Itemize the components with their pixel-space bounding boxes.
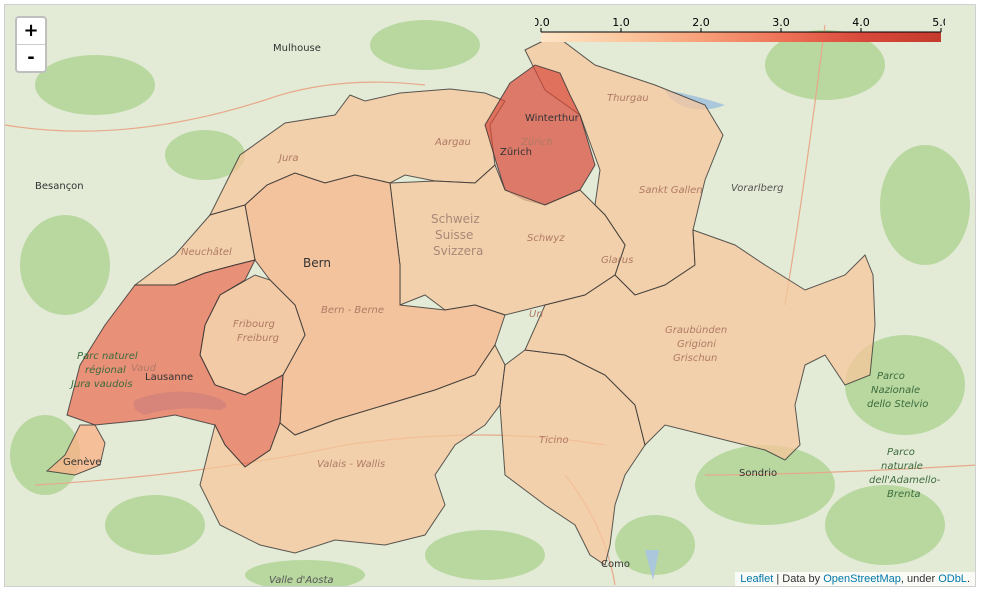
attribution-under: , under — [900, 573, 939, 585]
legend-tick-label: 2.0 — [692, 16, 710, 29]
label-zurich-region: Zürich — [520, 137, 553, 148]
odbl-link[interactable]: ODbL — [938, 573, 967, 585]
label-schweiz-1: Schweiz — [431, 212, 480, 226]
label-adamello-1: Parco — [887, 447, 915, 458]
region-labels: Thurgau Aargau Jura Neuchâtel Fribourg F… — [69, 93, 783, 586]
legend-ticks: 0.0 1.0 2.0 3.0 4.0 5.0 — [535, 16, 945, 32]
zoom-in-button[interactable]: + — [23, 20, 39, 41]
basemap[interactable]: Mulhouse Besançon Bern Lausanne Genève W… — [5, 5, 976, 587]
label-valais: Valais - Wallis — [317, 459, 385, 470]
legend-tick-label: 1.0 — [612, 16, 630, 29]
openstreetmap-link[interactable]: OpenStreetMap — [823, 573, 901, 585]
label-vaud: Vaud — [131, 363, 157, 374]
leaflet-link[interactable]: Leaflet — [740, 573, 774, 585]
city-labels: Mulhouse Besançon Bern Lausanne Genève W… — [35, 43, 777, 570]
label-stelvio-1: Parco — [877, 371, 905, 382]
label-ticino: Ticino — [539, 435, 569, 446]
label-besancon: Besançon — [35, 181, 84, 192]
label-graubunden-2: Grigioni — [677, 339, 716, 350]
region-graubunden[interactable] — [524, 229, 876, 461]
label-neuchatel: Neuchâtel — [181, 246, 232, 258]
label-stelvio-3: dello Stelvio — [867, 399, 928, 410]
map-container[interactable]: Mulhouse Besançon Bern Lausanne Genève W… — [4, 4, 976, 587]
label-schweiz-2: Suisse — [435, 228, 473, 242]
legend-gradient-bar — [541, 32, 941, 42]
legend-tick-label: 3.0 — [772, 16, 790, 29]
label-parc-vaudois-3: Jura vaudois — [69, 379, 133, 390]
label-bern-region: Bern - Berne — [321, 305, 384, 316]
label-valle-aosta: Valle d'Aosta — [269, 575, 334, 586]
label-st-gallen: Sankt Gallen — [639, 185, 703, 196]
label-fribourg-1: Fribourg — [233, 319, 275, 330]
label-aargau: Aargau — [434, 137, 471, 148]
legend-tick-label: 0.0 — [535, 16, 550, 29]
label-bern: Bern — [303, 256, 331, 270]
label-vorarlberg: Vorarlberg — [731, 183, 783, 194]
label-lausanne: Lausanne — [145, 372, 193, 383]
label-adamello-4: Brenta — [887, 489, 921, 500]
label-schweiz-3: Svizzera — [433, 244, 483, 258]
label-jura: Jura — [277, 153, 299, 164]
label-parc-vaudois-2: régional — [85, 364, 126, 376]
zoom-out-button[interactable]: - — [17, 44, 45, 71]
label-graubunden-1: Graubünden — [665, 325, 727, 336]
region-vaud[interactable] — [66, 259, 284, 468]
label-sondrio: Sondrio — [739, 468, 777, 479]
forest-patches — [10, 20, 970, 586]
label-uri: Uri — [529, 309, 543, 320]
map-attribution: Leaflet | Data by OpenStreetMap, under O… — [735, 572, 975, 586]
park-labels: Parco Nazionale dello Stelvio Parco natu… — [867, 371, 941, 500]
zoom-control: + - — [15, 16, 47, 73]
attribution-data-by: | Data by — [773, 573, 824, 585]
label-geneve: Genève — [63, 456, 101, 468]
label-adamello-2: naturale — [881, 461, 923, 472]
label-winterthur: Winterthur — [525, 113, 580, 124]
label-fribourg-2: Freiburg — [237, 333, 279, 344]
label-mulhouse: Mulhouse — [273, 43, 321, 54]
label-adamello-3: dell'Adamello- — [869, 475, 941, 486]
region-geneva[interactable] — [45, 424, 106, 476]
label-graubunden-3: Grischun — [673, 353, 717, 364]
attribution-end: . — [966, 573, 970, 585]
region-valais[interactable] — [199, 344, 506, 554]
choropleth-layer[interactable] — [45, 34, 876, 566]
label-zurich: Zürich — [500, 147, 532, 158]
label-stelvio-2: Nazionale — [871, 385, 920, 396]
label-thurgau: Thurgau — [607, 93, 649, 104]
label-schwyz: Schwyz — [527, 233, 565, 244]
legend-tick-label: 5.0 — [932, 16, 945, 29]
legend-tick-label: 4.0 — [852, 16, 870, 29]
label-como: Como — [601, 559, 630, 570]
color-legend: 0.0 1.0 2.0 3.0 4.0 5.0 — [535, 16, 945, 42]
label-glarus: Glarus — [601, 255, 633, 266]
label-parc-vaudois-1: Parc naturel — [77, 351, 138, 362]
